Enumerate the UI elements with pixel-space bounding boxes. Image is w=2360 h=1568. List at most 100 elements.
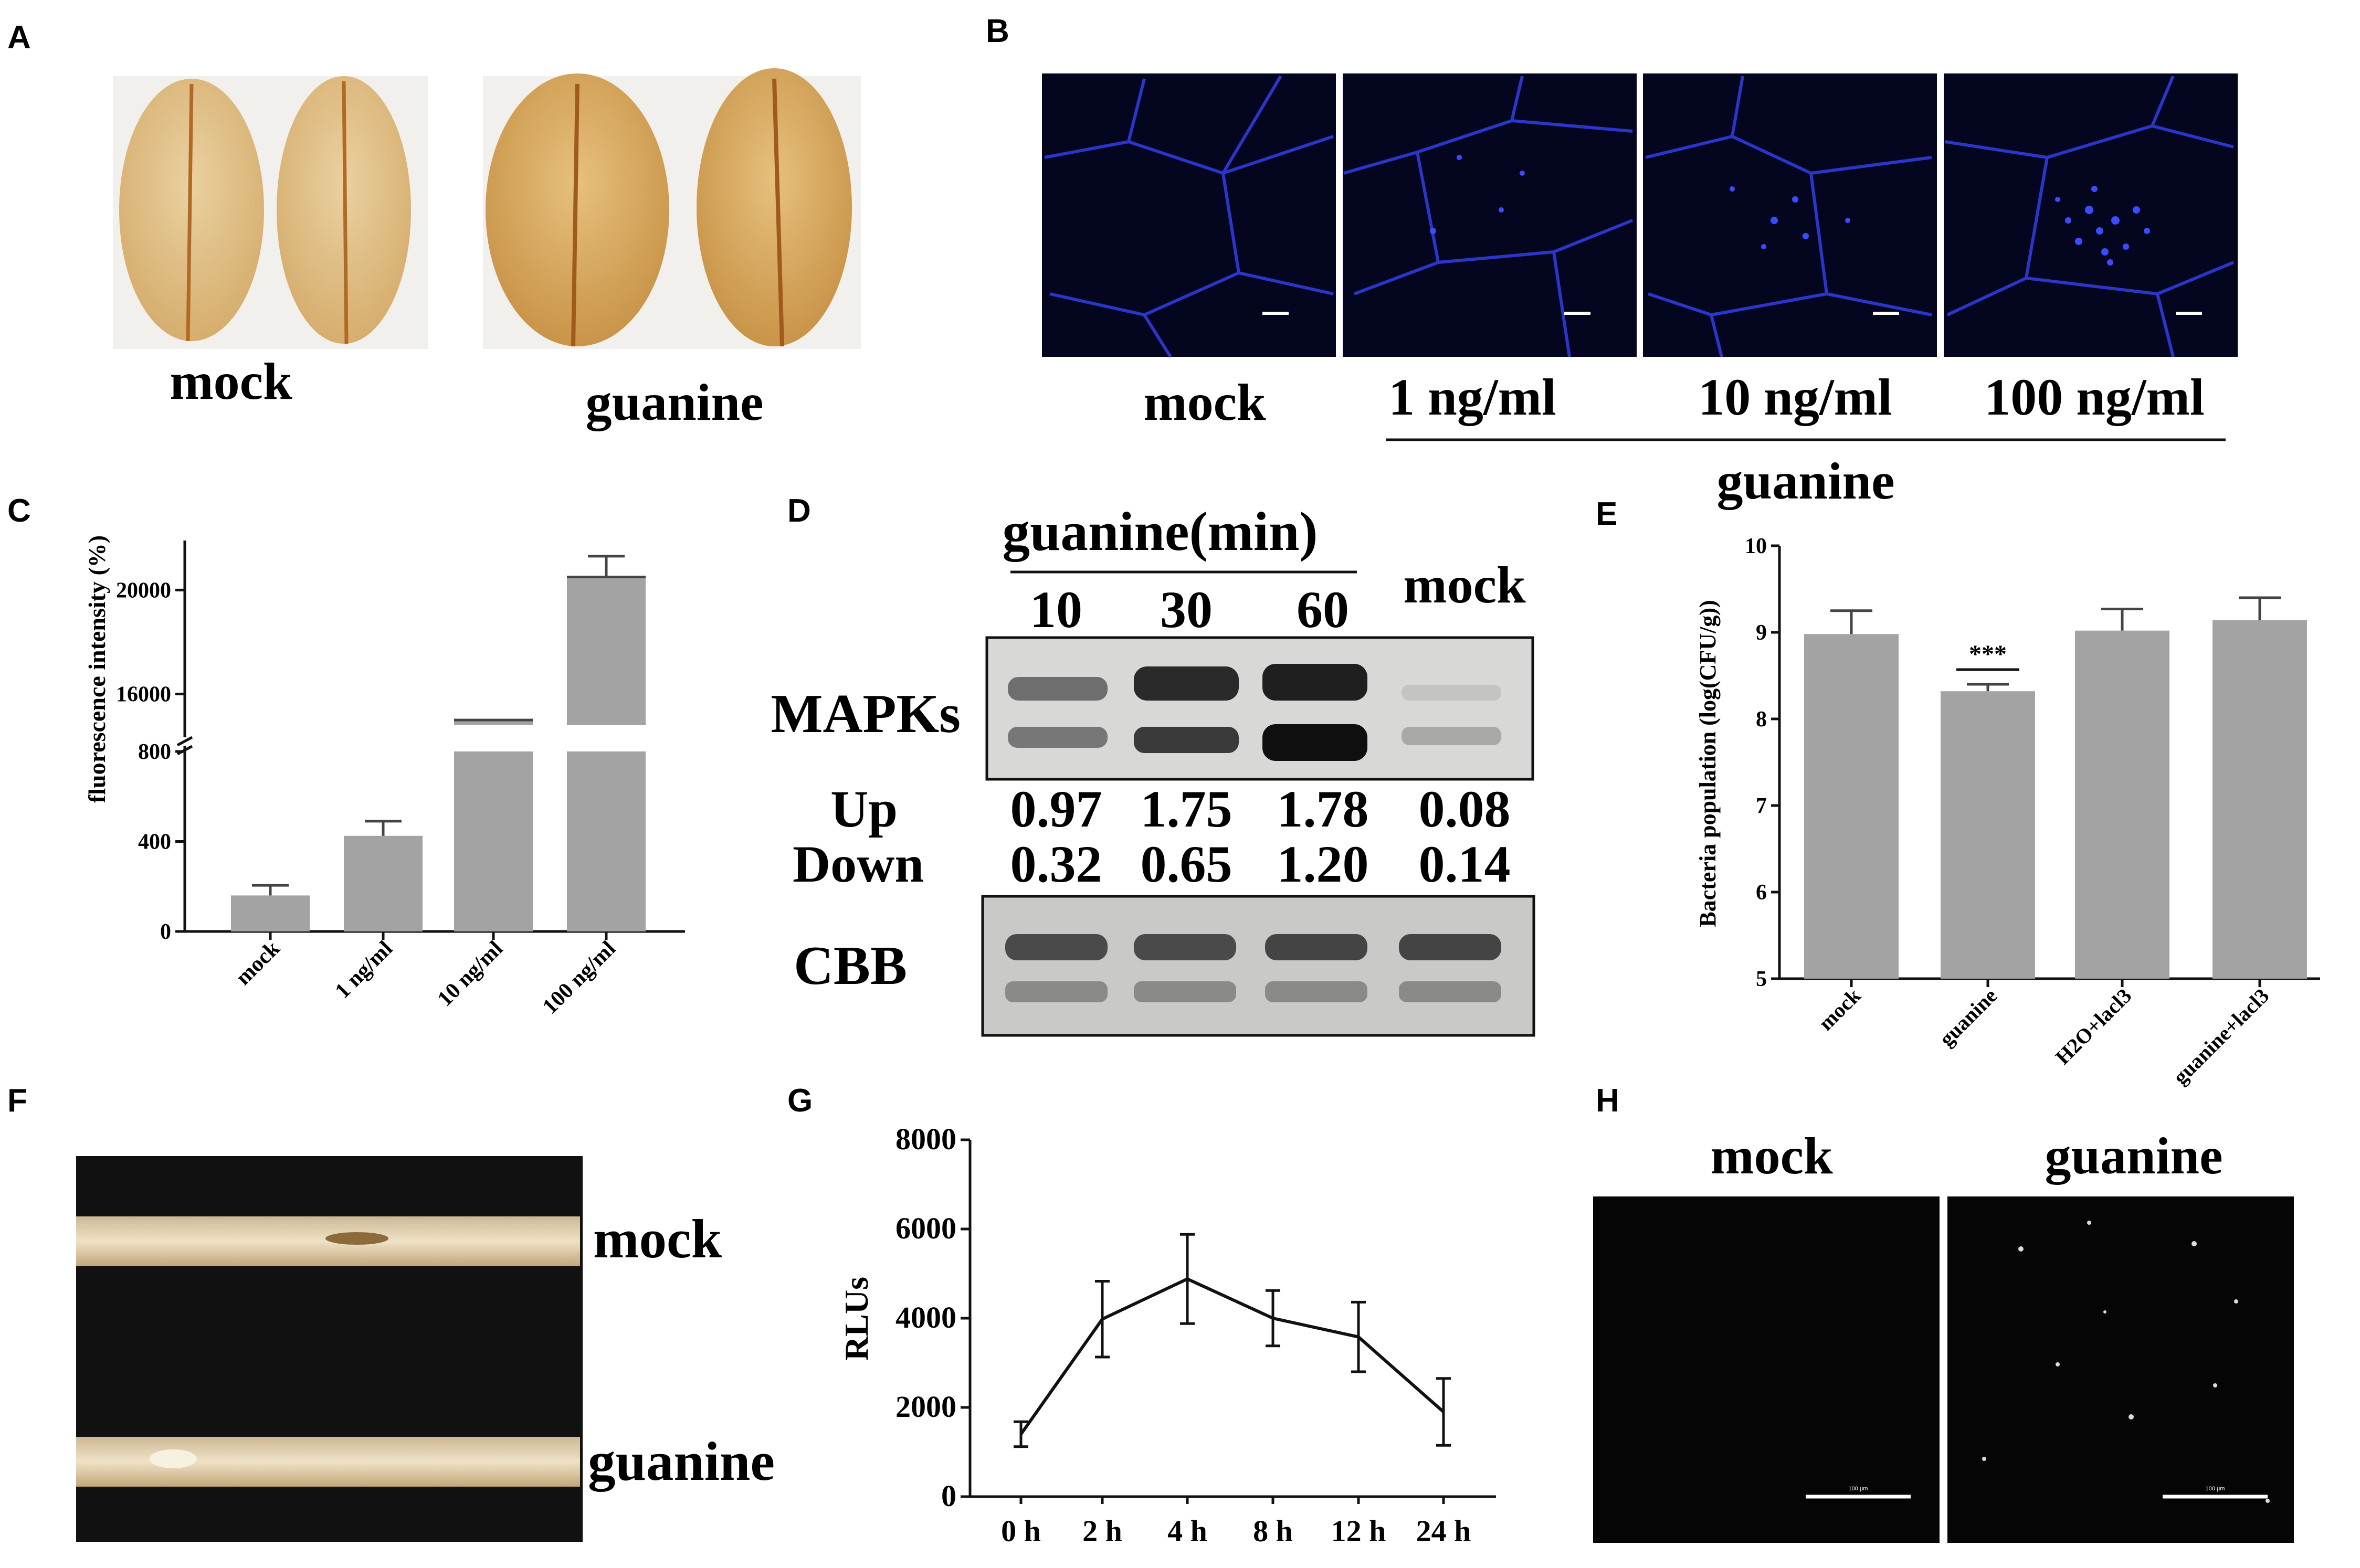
lane-label: mock — [1403, 556, 1526, 614]
caption-guanine: guanine — [2045, 1127, 2222, 1185]
header-guanine-min: guanine(min) — [1003, 501, 1318, 562]
bar — [2212, 620, 2307, 979]
panel-label-b: B — [986, 13, 1009, 49]
group-label-guanine: guanine — [1716, 452, 1894, 510]
y-tick-label: 8 — [1756, 707, 1767, 732]
cbb-stained-gel — [981, 895, 1535, 1037]
panel-label-h: H — [1596, 1083, 1619, 1119]
row-label-up: Up — [830, 780, 898, 838]
caption-100ng: 100 ng/ml — [1984, 368, 2204, 426]
up-value: 1.75 — [1141, 780, 1232, 838]
y-tick-label: 20000 — [116, 578, 171, 602]
up-value: 0.08 — [1419, 780, 1511, 838]
y-tick-label: 10 — [1745, 534, 1767, 558]
leaf-image — [697, 68, 852, 346]
leaf-midrib — [342, 81, 349, 344]
panel-label-c: C — [7, 493, 31, 529]
bar — [1941, 691, 2035, 979]
fluorescent-puncta — [1430, 155, 2150, 266]
caption-guanine: guanine — [585, 373, 763, 431]
axis-break-mark — [176, 736, 193, 747]
caption-10ng: 10 ng/ml — [1698, 368, 1892, 426]
bar-upper-segment — [567, 577, 646, 725]
y-tick-label: 800 — [138, 740, 171, 764]
y-tick-label: 0 — [160, 920, 171, 944]
x-tick-label: 100 ng/ml — [538, 937, 620, 1019]
leaf-midrib — [186, 83, 194, 342]
x-tick-label: mock — [1814, 983, 1866, 1035]
lane-label: 10 — [1030, 580, 1082, 639]
micrograph-mock — [1042, 73, 1336, 357]
leaf-strip-mock — [76, 1216, 580, 1266]
y-tick-label: 0 — [941, 1479, 956, 1513]
x-tick-label: mock — [231, 936, 285, 990]
x-tick-label: 12 h — [1331, 1514, 1386, 1548]
cbb-bands — [1005, 934, 1501, 1002]
x-tick-label: 0 h — [1001, 1514, 1041, 1548]
y-axis-label: fluorescence intensity (%) — [83, 535, 110, 803]
bar — [2075, 630, 2169, 979]
down-value: 1.20 — [1277, 835, 1369, 893]
micrograph-100ng — [1944, 73, 2238, 357]
fluorescent-spots — [1982, 1221, 2270, 1503]
row-label-down: Down — [793, 835, 924, 893]
y-tick-label: 2000 — [895, 1390, 956, 1424]
leaf-midrib — [571, 83, 580, 347]
panel-label-g: G — [787, 1083, 813, 1119]
caption-mock: mock — [1143, 373, 1266, 431]
panel-label-a: A — [7, 19, 31, 56]
bar — [1804, 634, 1899, 979]
blot-bands-upper — [1008, 664, 1501, 701]
x-tick-label: 8 h — [1253, 1514, 1293, 1548]
western-blot-mapks — [985, 636, 1534, 781]
caption-guanine: guanine — [588, 1431, 775, 1492]
leaf-midrib — [772, 78, 784, 347]
panel-label-d: D — [787, 493, 811, 529]
y-tick-label: 8000 — [895, 1122, 956, 1156]
bar-lower-segment — [567, 751, 646, 931]
panel-c: C fluorescence intensity (%) 0 400 800 1600… — [7, 493, 685, 1019]
y-axis-label: Bacteria population (log(CFU/g)) — [1695, 600, 1721, 927]
x-tick-label: guanine — [1935, 984, 2002, 1051]
scale-label: 100 μm — [2206, 1486, 2225, 1492]
y-tick-label: 6 — [1756, 881, 1767, 905]
lane-label: 60 — [1297, 580, 1349, 639]
caption-mock: mock — [1710, 1127, 1833, 1185]
row-label-mapks: MAPKs — [771, 683, 961, 744]
x-tick-label: guanine+lacl3 — [2168, 984, 2273, 1089]
panel-label-f: F — [7, 1083, 27, 1119]
panel-label-e: E — [1596, 496, 1617, 532]
panel-d: D guanine(min) 10 30 60 mock MAPKs Up Do… — [771, 493, 1535, 1037]
blot-bands-lower — [1008, 724, 1501, 761]
panel-a: A mock guanine — [7, 19, 861, 431]
caption-mock: mock — [593, 1208, 722, 1269]
y-tick-label: 9 — [1756, 621, 1767, 645]
lesion-spot — [150, 1449, 197, 1468]
bar-lower-segment — [454, 751, 533, 931]
series-line — [1019, 1277, 1445, 1435]
caption-1ng: 1 ng/ml — [1388, 368, 1556, 426]
chart-c: 0 400 800 16000 20000 mock 1 ng/ml 10 ng/ml 100 … — [116, 541, 685, 1019]
y-axis-label: RLUs — [838, 1277, 875, 1361]
bar — [344, 835, 423, 931]
significance-marker: *** — [1969, 640, 2007, 668]
x-tick-label: H2O+lacl3 — [2051, 984, 2136, 1069]
down-value: 0.14 — [1419, 835, 1511, 893]
bar — [231, 895, 310, 931]
up-value: 1.78 — [1277, 780, 1369, 838]
y-tick-label: 6000 — [895, 1211, 956, 1245]
panel-f: F mock guanine — [7, 1083, 775, 1542]
panel-g: G RLUs 0 2000 4000 6000 8000 0 h 2 h 4 h 8 h 12 h… — [787, 1083, 1496, 1548]
x-tick-label: 1 ng/ml — [331, 937, 397, 1003]
y-tick-label: 5 — [1756, 967, 1767, 991]
down-value: 0.32 — [1010, 835, 1102, 893]
y-tick-label: 400 — [138, 830, 171, 854]
lesion-spot — [325, 1232, 388, 1245]
bar-upper-segment — [454, 720, 533, 725]
micrograph-1ng — [1343, 73, 1637, 357]
fluorescence-image-guanine — [1947, 1196, 2294, 1543]
up-value: 0.97 — [1010, 780, 1102, 838]
x-tick-label: 2 h — [1082, 1514, 1122, 1548]
x-tick-label: 10 ng/ml — [433, 937, 508, 1011]
